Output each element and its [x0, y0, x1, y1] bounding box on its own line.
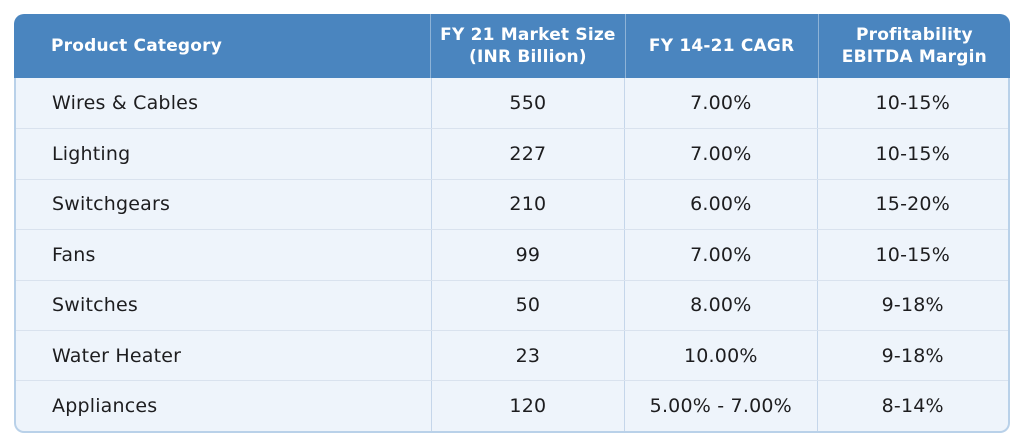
table-header-row: Product Category FY 21 Market Size (INR … — [14, 14, 1010, 78]
cell-cagr: 10.00% — [624, 330, 816, 381]
product-category-table: Product Category FY 21 Market Size (INR … — [14, 14, 1010, 433]
header-cell-profitability: Profitability EBITDA Margin — [817, 14, 1010, 78]
table-row-appliances: Appliances 120 5.00% - 7.00% 8-14% — [16, 380, 1008, 431]
cell-product-category: Fans — [52, 243, 96, 266]
cell-ebitda-margin: 10-15% — [816, 230, 1008, 280]
cell-market-size: 23 — [430, 330, 624, 381]
cell-ebitda-margin: 10-15% — [816, 129, 1008, 179]
cell-cagr: 7.00% — [624, 230, 816, 280]
cell-ebitda-margin: 10-15% — [816, 78, 1008, 129]
cell-market-size: 210 — [430, 179, 624, 230]
cell-market-size: 99 — [430, 230, 624, 280]
cell-cagr: 7.00% — [624, 78, 816, 129]
table-row-switches: Switches 50 8.00% 9-18% — [16, 279, 1008, 330]
cell-product-category: Wires & Cables — [52, 92, 199, 115]
cell-cagr: 5.00% - 7.00% — [624, 381, 816, 431]
cell-ebitda-margin: 9-18% — [816, 330, 1008, 381]
header-cell-product-category: Product Category — [51, 35, 223, 56]
table-row-wires-cables: Wires & Cables 550 7.00% 10-15% — [16, 78, 1008, 129]
cell-ebitda-margin: 9-18% — [816, 280, 1008, 330]
cell-market-size: 120 — [430, 381, 624, 431]
table-row-water-heater: Water Heater 23 10.00% 9-18% — [16, 329, 1008, 381]
table-body: Wires & Cables 550 7.00% 10-15% Lighting… — [14, 78, 1010, 433]
header-cell-cagr: FY 14-21 CAGR — [624, 14, 818, 78]
cell-cagr: 8.00% — [624, 280, 816, 330]
table-row-fans: Fans 99 7.00% 10-15% — [16, 229, 1008, 280]
cell-market-size: 550 — [430, 78, 624, 129]
cell-market-size: 50 — [430, 280, 624, 330]
cell-ebitda-margin: 15-20% — [816, 179, 1008, 230]
cell-ebitda-margin: 8-14% — [816, 381, 1008, 431]
cell-product-category: Lighting — [52, 143, 131, 166]
table-row-lighting: Lighting 227 7.00% 10-15% — [16, 128, 1008, 179]
cell-product-category: Switchgears — [52, 193, 171, 216]
cell-cagr: 6.00% — [624, 179, 816, 230]
cell-market-size: 227 — [430, 129, 624, 179]
cell-cagr: 7.00% — [624, 129, 816, 179]
table-row-switchgears: Switchgears 210 6.00% 15-20% — [16, 178, 1008, 230]
cell-product-category: Switches — [52, 294, 139, 317]
cell-product-category: Water Heater — [52, 344, 182, 367]
header-cell-market-size: FY 21 Market Size (INR Billion) — [430, 14, 624, 78]
cell-product-category: Appliances — [52, 395, 158, 418]
